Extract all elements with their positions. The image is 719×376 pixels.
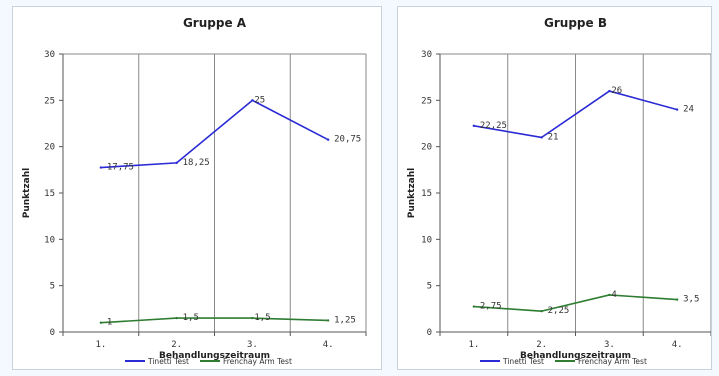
chart-panel-gruppe-a: Gruppe A 0 5 10 15 20 25 30 1. 2. 3. 4. Behandlungsz… — [12, 6, 382, 370]
data-point — [251, 316, 254, 320]
data-label: 25 — [254, 95, 265, 105]
y-axis-title: Punktzahl — [22, 168, 32, 219]
chart-panel-gruppe-b: Gruppe B 0 5 10 15 20 25 30 1. 2. 3. 4. Behandlungsz… — [397, 6, 712, 370]
y-tick-label: 10 — [421, 235, 432, 245]
x-axis-title: Behandlungszeitraum — [159, 351, 270, 361]
x-tick-label: 2. — [171, 340, 182, 350]
x-tick-label: 1. — [468, 340, 479, 350]
data-point — [175, 161, 178, 165]
data-point — [251, 99, 254, 102]
data-label: 4 — [611, 290, 616, 300]
data-label: 26 — [611, 86, 622, 96]
chart-title: Gruppe A — [183, 16, 247, 30]
data-label: 2,25 — [548, 306, 570, 316]
chart-gruppe-b: Gruppe B 0 5 10 15 20 25 30 1. 2. 3. 4. Behandlungsz… — [407, 16, 711, 366]
data-point — [608, 293, 611, 297]
legend-label: Frenchay Arm Test — [578, 357, 647, 366]
y-axis-title: Punktzahl — [407, 168, 417, 219]
y-tick-label: 5 — [427, 282, 432, 292]
data-point — [175, 316, 178, 320]
x-tick-label: 1. — [95, 340, 106, 350]
data-label: 1,5 — [254, 313, 270, 323]
data-label: 20,75 — [334, 135, 361, 145]
legend-label: Tinetti Test — [502, 357, 544, 366]
y-tick-label: 20 — [421, 143, 432, 153]
y-tick-label: 0 — [427, 328, 432, 338]
data-label: 1,25 — [334, 315, 356, 325]
data-point — [99, 321, 103, 324]
data-label: 1,5 — [183, 313, 199, 323]
data-label: 17,75 — [107, 163, 134, 173]
chart-gruppe-a: Gruppe A 0 5 10 15 20 25 30 1. 2. 3. 4. Behandlungsz… — [22, 16, 367, 366]
data-label: 1 — [107, 318, 112, 328]
y-tick-label: 30 — [44, 50, 55, 60]
data-point — [472, 305, 476, 308]
series-line-tinetti-test — [100, 99, 329, 169]
y-tick-label: 5 — [50, 282, 55, 292]
y-tick-label: 0 — [50, 328, 55, 338]
chart-title: Gruppe B — [544, 16, 607, 30]
x-tick-label: 4. — [323, 340, 334, 350]
y-tick-label: 25 — [44, 96, 55, 106]
data-label: 18,25 — [183, 158, 210, 168]
data-label: 21 — [548, 132, 559, 142]
data-label: 22,25 — [480, 121, 507, 131]
data-point — [326, 138, 330, 141]
x-tick-label: 2. — [536, 340, 547, 350]
data-label: 2,75 — [480, 302, 502, 312]
data-point — [326, 319, 330, 322]
y-tick-label: 15 — [421, 189, 432, 199]
y-tick-label: 20 — [44, 143, 55, 153]
x-axis-title: Behandlungszeitraum — [520, 351, 631, 361]
data-point — [608, 89, 611, 93]
x-tick-label: 3. — [247, 340, 258, 350]
legend-label: Frenchay Arm Test — [223, 357, 292, 366]
y-tick-label: 25 — [421, 96, 432, 106]
x-tick-label: 4. — [672, 340, 683, 350]
legend-label: Tinetti Test — [147, 357, 189, 366]
data-point — [99, 166, 103, 169]
series-line-frenchay-arm-test — [100, 317, 329, 324]
data-point — [675, 108, 679, 111]
y-tick-label: 15 — [44, 189, 55, 199]
data-label: 24 — [683, 105, 694, 115]
data-point — [472, 124, 476, 128]
data-point — [540, 136, 543, 139]
y-tick-label: 30 — [421, 50, 432, 60]
data-label: 3,5 — [683, 295, 699, 305]
data-point — [675, 298, 679, 301]
y-tick-label: 10 — [44, 235, 55, 245]
data-point — [540, 309, 543, 313]
series-line-frenchay-arm-test — [473, 294, 678, 312]
series-line-tinetti-test — [473, 90, 678, 139]
x-tick-label: 3. — [604, 340, 615, 350]
